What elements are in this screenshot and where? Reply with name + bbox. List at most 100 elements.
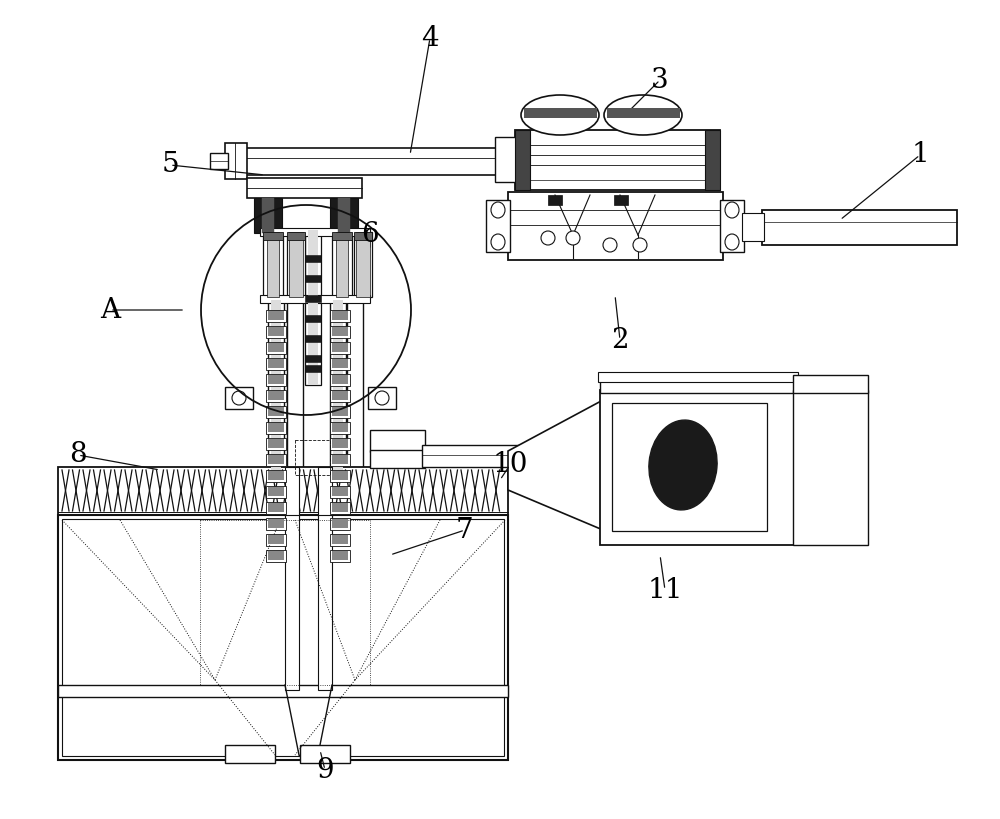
Bar xyxy=(332,375,348,384)
Bar xyxy=(515,130,720,190)
Bar xyxy=(266,502,286,514)
Bar xyxy=(268,439,284,448)
Bar xyxy=(268,487,284,496)
Bar xyxy=(332,471,348,480)
Text: 3: 3 xyxy=(651,66,669,93)
Circle shape xyxy=(566,231,580,245)
Bar xyxy=(285,515,299,690)
Bar xyxy=(793,390,868,545)
Ellipse shape xyxy=(725,234,739,250)
Bar xyxy=(305,275,321,282)
Bar xyxy=(268,375,284,384)
Bar xyxy=(524,108,597,118)
Bar xyxy=(347,300,363,475)
Bar xyxy=(262,198,274,233)
Bar xyxy=(332,407,348,416)
Ellipse shape xyxy=(604,95,682,135)
Ellipse shape xyxy=(491,202,505,218)
Bar xyxy=(330,550,350,562)
Bar xyxy=(266,534,286,546)
Bar xyxy=(266,438,286,450)
Bar xyxy=(295,440,330,475)
Bar xyxy=(268,535,284,544)
Bar xyxy=(368,387,396,409)
Bar xyxy=(548,195,562,205)
Bar xyxy=(495,137,517,182)
Bar xyxy=(330,326,350,338)
Text: 5: 5 xyxy=(161,152,179,179)
Bar xyxy=(332,232,352,240)
Bar xyxy=(330,342,350,354)
Bar xyxy=(268,423,284,432)
Bar xyxy=(614,195,628,205)
Bar xyxy=(332,551,348,560)
Text: 9: 9 xyxy=(316,757,334,784)
Text: 11: 11 xyxy=(647,577,683,604)
Bar xyxy=(330,470,350,482)
Bar xyxy=(332,439,348,448)
Circle shape xyxy=(541,231,555,245)
Circle shape xyxy=(603,238,617,252)
Bar xyxy=(330,534,350,546)
Bar xyxy=(263,232,283,240)
Bar xyxy=(742,213,764,241)
Bar xyxy=(305,335,321,342)
Bar xyxy=(330,454,350,466)
Bar xyxy=(266,326,286,338)
Bar xyxy=(762,210,957,245)
Text: 7: 7 xyxy=(456,517,474,544)
Bar xyxy=(268,300,284,475)
Text: A: A xyxy=(100,296,120,324)
Bar xyxy=(308,230,318,385)
Bar xyxy=(266,422,286,434)
Ellipse shape xyxy=(649,420,717,510)
Bar xyxy=(600,375,795,393)
Bar xyxy=(266,406,286,418)
Bar xyxy=(268,311,284,320)
Ellipse shape xyxy=(725,202,739,218)
Bar xyxy=(354,232,372,240)
Bar xyxy=(422,445,557,467)
Bar xyxy=(332,359,348,368)
Text: 2: 2 xyxy=(611,327,629,354)
Bar xyxy=(332,423,348,432)
Bar xyxy=(332,503,348,512)
Bar xyxy=(289,232,303,297)
Bar xyxy=(268,503,284,512)
Bar xyxy=(598,372,798,382)
Text: 4: 4 xyxy=(421,25,439,52)
Bar xyxy=(285,467,299,517)
Bar xyxy=(300,745,350,763)
Bar xyxy=(266,518,286,530)
Text: 10: 10 xyxy=(492,451,528,478)
Bar xyxy=(705,130,720,190)
Bar xyxy=(515,130,530,190)
Bar xyxy=(271,300,281,475)
Bar xyxy=(330,438,350,450)
Bar xyxy=(58,467,508,515)
Bar xyxy=(330,502,350,514)
Bar xyxy=(330,358,350,370)
Bar xyxy=(266,470,286,482)
Bar xyxy=(354,232,372,297)
Bar xyxy=(332,327,348,336)
Bar xyxy=(612,403,767,531)
Bar xyxy=(370,450,425,468)
Bar xyxy=(200,520,370,685)
Bar xyxy=(225,143,247,179)
Bar xyxy=(333,300,343,475)
Bar xyxy=(268,407,284,416)
Circle shape xyxy=(633,238,647,252)
Bar xyxy=(330,518,350,530)
Bar xyxy=(720,200,744,252)
Bar xyxy=(58,515,508,760)
Text: 1: 1 xyxy=(911,142,929,169)
Ellipse shape xyxy=(521,95,599,135)
Circle shape xyxy=(232,391,246,405)
Polygon shape xyxy=(508,400,603,530)
Bar xyxy=(268,327,284,336)
Bar xyxy=(287,232,305,297)
Bar xyxy=(305,315,321,322)
Bar xyxy=(305,255,321,262)
Bar xyxy=(266,310,286,322)
